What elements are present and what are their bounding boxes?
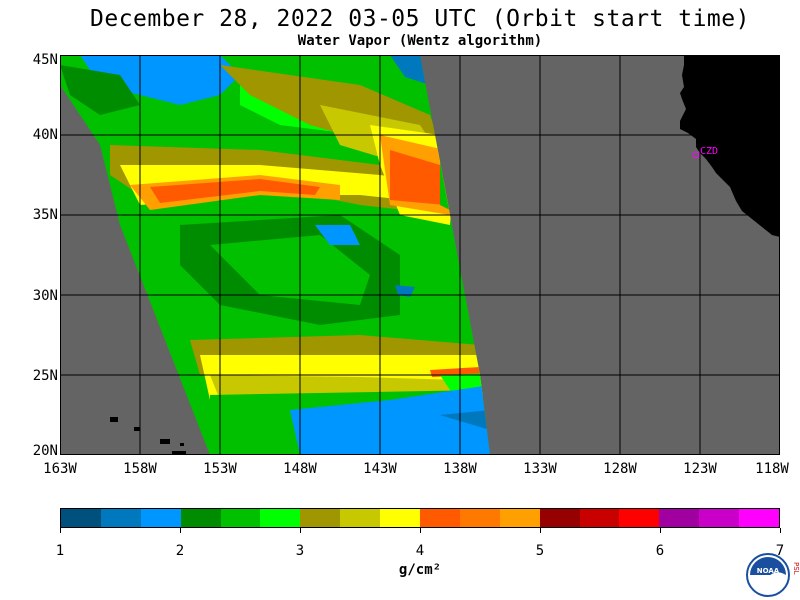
colorbar-unit: g/cm² xyxy=(398,562,442,578)
lon-label-143w: 143W xyxy=(363,461,397,477)
colorbar-cell xyxy=(539,509,580,527)
colorbar-tick-label: 6 xyxy=(655,543,665,559)
psl-logo: PSL xyxy=(792,562,800,577)
colorbar-tick-label: 5 xyxy=(535,543,545,559)
lon-label-153w: 153W xyxy=(203,461,237,477)
colorbar-cell xyxy=(100,509,141,527)
lon-label-128w: 128W xyxy=(603,461,637,477)
colorbar-cell xyxy=(300,509,341,527)
colorbar-cell xyxy=(260,509,301,527)
lon-label-158w: 158W xyxy=(123,461,157,477)
colorbar-tick-label: 1 xyxy=(55,543,65,559)
lat-label-25n: 25N xyxy=(32,368,58,384)
map-title: December 28, 2022 03-05 UTC (Orbit start… xyxy=(90,6,750,32)
colorbar-tick-mark xyxy=(60,528,61,533)
colorbar-tick-mark xyxy=(180,528,181,533)
colorbar-cell xyxy=(499,509,540,527)
noaa-logo: NOAA xyxy=(746,553,790,597)
map-grid xyxy=(60,55,780,455)
colorbar-cell xyxy=(420,509,460,527)
station-marker xyxy=(692,151,700,159)
colorbar xyxy=(60,508,780,528)
lon-label-133w: 133W xyxy=(523,461,557,477)
colorbar-cell xyxy=(61,509,101,527)
colorbar-cell xyxy=(579,509,620,527)
water-vapor-map: CZD xyxy=(60,55,780,455)
colorbar-cell xyxy=(220,509,261,527)
colorbar-cell xyxy=(380,509,421,527)
colorbar-tick-mark xyxy=(300,528,301,533)
colorbar-cell xyxy=(619,509,660,527)
psl-logo-text: PSL xyxy=(792,562,800,575)
colorbar-cell xyxy=(459,509,500,527)
satellite-swath xyxy=(60,55,490,455)
colorbar-tick-label: 3 xyxy=(295,543,305,559)
map-subtitle: Water Vapor (Wentz algorithm) xyxy=(297,33,543,49)
lon-label-118w: 118W xyxy=(755,461,789,477)
lon-label-148w: 148W xyxy=(283,461,317,477)
map-frame xyxy=(60,55,780,455)
lat-label-45n: 45N xyxy=(32,52,58,68)
colorbar-cell xyxy=(140,509,181,527)
colorbar-tick-mark xyxy=(660,528,661,533)
station-label: CZD xyxy=(700,146,718,157)
colorbar-cell xyxy=(739,509,780,527)
lat-label-35n: 35N xyxy=(32,207,58,223)
colorbar-tick-mark xyxy=(540,528,541,533)
lat-label-40n: 40N xyxy=(32,127,58,143)
lon-label-138w: 138W xyxy=(443,461,477,477)
colorbar-cell xyxy=(699,509,740,527)
colorbar-cell xyxy=(340,509,381,527)
colorbar-tick-label: 2 xyxy=(175,543,185,559)
colorbar-tick-mark xyxy=(780,528,781,533)
lat-label-20n: 20N xyxy=(32,443,58,459)
lat-label-30n: 30N xyxy=(32,288,58,304)
colorbar-tick-label: 4 xyxy=(415,543,425,559)
colorbar-tick-label: 7 xyxy=(775,543,785,559)
lon-label-123w: 123W xyxy=(683,461,717,477)
noaa-logo-text: NOAA xyxy=(757,567,780,575)
hawaiian-islands xyxy=(110,417,186,455)
north-america-land xyxy=(680,55,780,237)
colorbar-cell xyxy=(180,509,221,527)
colorbar-cell xyxy=(659,509,700,527)
lon-label-163w: 163W xyxy=(43,461,77,477)
colorbar-tick-mark xyxy=(420,528,421,533)
